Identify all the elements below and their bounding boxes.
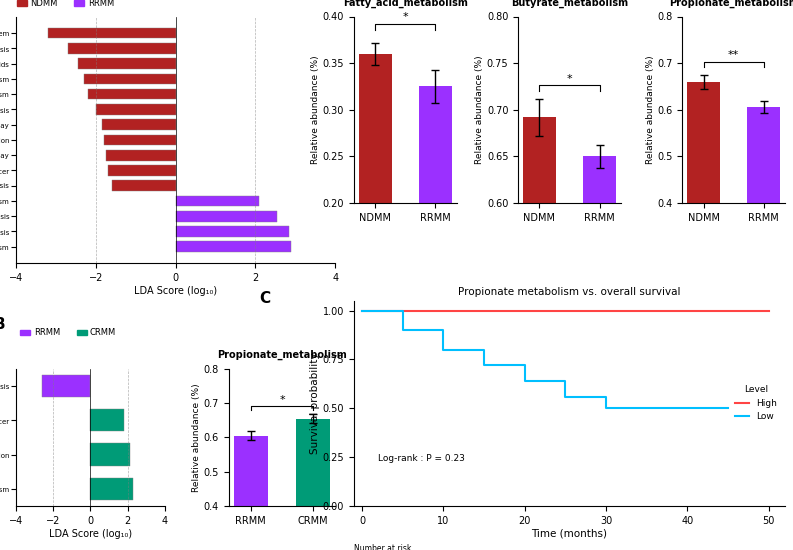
Low bbox=[439, 346, 448, 353]
Bar bbox=[78, 58, 175, 69]
Text: *: * bbox=[403, 12, 408, 22]
Text: B: B bbox=[0, 317, 5, 332]
Title: Fatty_acid_metabolism: Fatty_acid_metabolism bbox=[343, 0, 468, 8]
Low bbox=[358, 307, 367, 314]
Low bbox=[520, 378, 530, 384]
Y-axis label: Relative abundance (%): Relative abundance (%) bbox=[311, 56, 320, 164]
High bbox=[764, 307, 773, 314]
X-axis label: LDA Score (log₁₀): LDA Score (log₁₀) bbox=[134, 286, 217, 296]
Y-axis label: Survival probability: Survival probability bbox=[310, 353, 320, 454]
Low bbox=[601, 405, 611, 411]
Low bbox=[723, 405, 733, 411]
Low bbox=[479, 362, 488, 369]
Bar bbox=[234, 436, 268, 550]
Bar bbox=[175, 241, 291, 252]
Bar bbox=[747, 107, 780, 389]
Bar bbox=[583, 156, 616, 550]
Bar bbox=[523, 117, 556, 550]
Bar bbox=[67, 43, 175, 54]
Bar bbox=[42, 375, 90, 397]
Y-axis label: Relative abundance (%): Relative abundance (%) bbox=[192, 383, 201, 492]
Y-axis label: Relative abundance (%): Relative abundance (%) bbox=[646, 56, 654, 164]
Bar bbox=[108, 165, 175, 176]
Bar bbox=[90, 443, 130, 466]
High bbox=[439, 307, 448, 314]
Bar bbox=[90, 477, 133, 500]
Bar bbox=[88, 89, 175, 100]
Bar bbox=[105, 150, 175, 161]
Bar bbox=[84, 74, 175, 84]
Line: Low: Low bbox=[362, 311, 728, 408]
Y-axis label: Relative abundance (%): Relative abundance (%) bbox=[475, 56, 484, 164]
Text: *: * bbox=[279, 394, 285, 405]
Bar bbox=[419, 86, 452, 389]
Legend: RRMM, CRMM: RRMM, CRMM bbox=[17, 325, 120, 341]
Title: Propionate_metabolism: Propionate_metabolism bbox=[668, 0, 793, 8]
Low bbox=[642, 405, 652, 411]
Text: Log-rank : P = 0.23: Log-rank : P = 0.23 bbox=[378, 454, 465, 463]
Low bbox=[683, 405, 692, 411]
X-axis label: LDA Score (log₁₀): LDA Score (log₁₀) bbox=[49, 529, 132, 538]
Bar bbox=[175, 196, 259, 206]
Bar bbox=[104, 135, 175, 145]
Low bbox=[561, 393, 570, 400]
Bar bbox=[175, 211, 278, 222]
High bbox=[520, 307, 530, 314]
High bbox=[358, 307, 367, 314]
Title: Propionate_metabolism: Propionate_metabolism bbox=[217, 350, 347, 360]
Text: *: * bbox=[567, 74, 573, 84]
Title: Propionate metabolism vs. overall survival: Propionate metabolism vs. overall surviv… bbox=[458, 287, 680, 298]
X-axis label: Time (months): Time (months) bbox=[531, 529, 607, 538]
Bar bbox=[296, 419, 331, 550]
Title: Butyrate_metabolism: Butyrate_metabolism bbox=[511, 0, 628, 8]
Low bbox=[398, 327, 408, 333]
Bar bbox=[90, 409, 124, 431]
Bar bbox=[102, 119, 175, 130]
Bar bbox=[48, 28, 175, 38]
Legend: High, Low: High, Low bbox=[732, 382, 780, 425]
Legend: NDMM, RRMM: NDMM, RRMM bbox=[13, 0, 117, 12]
Text: C: C bbox=[259, 290, 270, 306]
Text: **: ** bbox=[728, 50, 739, 60]
Bar bbox=[96, 104, 175, 115]
High bbox=[601, 307, 611, 314]
Text: Number at risk: Number at risk bbox=[354, 544, 412, 550]
Bar bbox=[687, 82, 720, 389]
Bar bbox=[112, 180, 175, 191]
Bar bbox=[358, 54, 392, 389]
High bbox=[683, 307, 692, 314]
Bar bbox=[175, 226, 289, 237]
